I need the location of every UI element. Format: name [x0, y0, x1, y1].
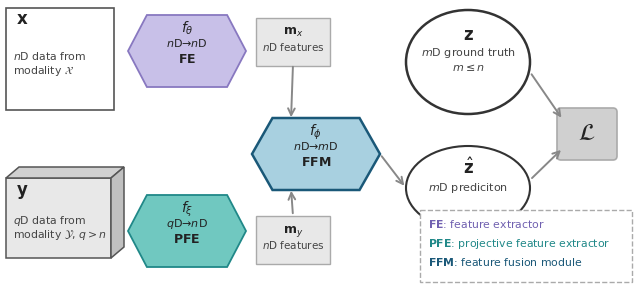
Text: $\mathcal{L}$: $\mathcal{L}$: [579, 121, 596, 145]
Text: $f_\xi$: $f_\xi$: [181, 200, 193, 219]
Text: $\mathbf{z}$: $\mathbf{z}$: [463, 26, 474, 44]
Text: $\mathbf{PFE}$: $\mathbf{PFE}$: [173, 233, 201, 246]
Polygon shape: [252, 118, 380, 190]
Polygon shape: [111, 167, 124, 258]
Polygon shape: [6, 178, 111, 258]
FancyBboxPatch shape: [557, 108, 617, 160]
Text: $n$D features: $n$D features: [262, 239, 324, 251]
FancyBboxPatch shape: [6, 8, 114, 110]
Text: $q$D data from: $q$D data from: [13, 214, 86, 228]
Text: $m$D prediciton: $m$D prediciton: [428, 181, 508, 195]
Text: $\mathbf{y}$: $\mathbf{y}$: [16, 183, 29, 201]
Text: $n$D→$n$D: $n$D→$n$D: [166, 37, 208, 49]
Polygon shape: [6, 167, 124, 178]
FancyBboxPatch shape: [256, 18, 330, 66]
Text: $f_\phi$: $f_\phi$: [310, 123, 323, 142]
Text: modality $\mathcal{Y}$, $q > n$: modality $\mathcal{Y}$, $q > n$: [13, 228, 107, 242]
Text: $n$D features: $n$D features: [262, 41, 324, 53]
Text: $q$D→$n$D: $q$D→$n$D: [166, 217, 208, 231]
Text: $n$D data from: $n$D data from: [13, 50, 86, 62]
Text: $\mathbf{FFM}$: $\mathbf{FFM}$: [301, 156, 331, 169]
Text: $n$D→$m$D: $n$D→$m$D: [293, 140, 339, 152]
Text: modality $\mathcal{X}$: modality $\mathcal{X}$: [13, 64, 74, 78]
Text: $\mathbf{FFM}$: feature fusion module: $\mathbf{FFM}$: feature fusion module: [428, 256, 582, 268]
Text: $f_\theta$: $f_\theta$: [180, 20, 193, 37]
Text: $\mathbf{FE}$: feature extractor: $\mathbf{FE}$: feature extractor: [428, 218, 545, 230]
Text: $m \leq n$: $m \leq n$: [452, 62, 484, 73]
FancyBboxPatch shape: [420, 210, 632, 282]
Text: $\mathbf{x}$: $\mathbf{x}$: [16, 10, 28, 28]
Text: $\mathbf{m}_x$: $\mathbf{m}_x$: [283, 26, 303, 39]
Ellipse shape: [406, 146, 530, 230]
FancyBboxPatch shape: [256, 216, 330, 264]
Polygon shape: [128, 195, 246, 267]
Polygon shape: [128, 15, 246, 87]
Text: $\hat{\mathbf{z}}$: $\hat{\mathbf{z}}$: [463, 157, 474, 178]
Text: $\mathbf{PFE}$: projective feature extractor: $\mathbf{PFE}$: projective feature extra…: [428, 237, 611, 251]
Text: $\mathbf{FE}$: $\mathbf{FE}$: [178, 53, 196, 66]
Text: $\mathbf{m}_y$: $\mathbf{m}_y$: [283, 224, 303, 239]
Ellipse shape: [406, 10, 530, 114]
Text: $m$D ground truth: $m$D ground truth: [420, 46, 515, 60]
